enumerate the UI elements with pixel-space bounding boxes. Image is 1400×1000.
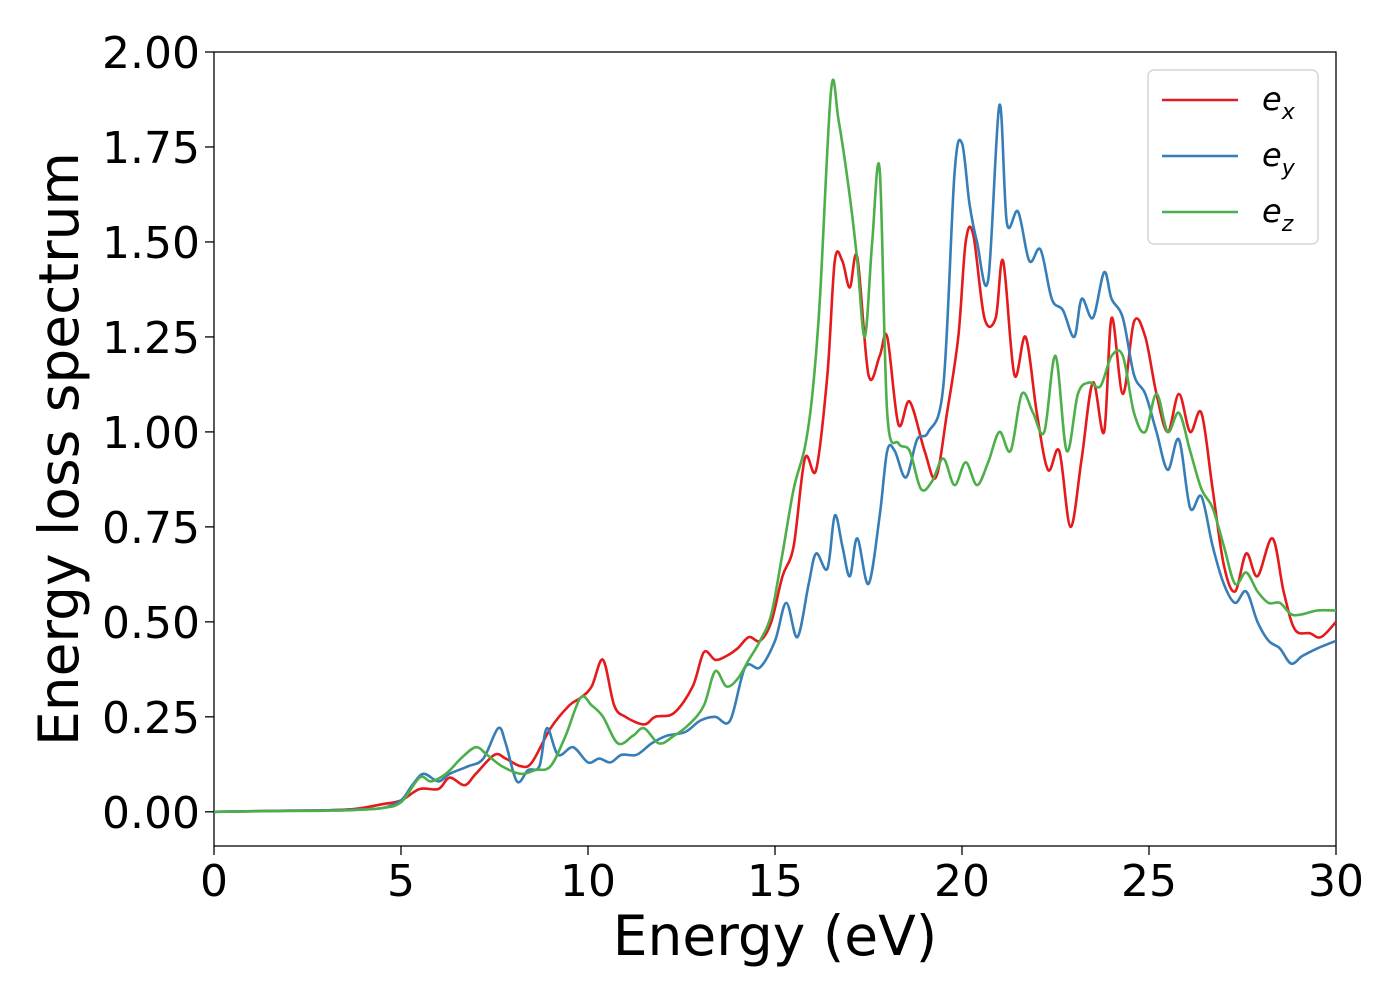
legend-label-subscript: x	[1281, 100, 1296, 125]
legend-label-subscript: z	[1281, 212, 1294, 237]
legend-label: ey	[1262, 136, 1296, 181]
y-tick-label: 0.50	[102, 598, 200, 649]
series-line-e-z	[214, 78, 1336, 814]
y-tick-label: 1.00	[102, 408, 200, 459]
y-axis-title: Energy loss spectrum	[27, 152, 91, 746]
legend-label-subscript: y	[1281, 156, 1296, 181]
x-tick-label: 10	[560, 856, 616, 907]
y-tick-label: 1.50	[102, 218, 200, 269]
series-line-e-x	[214, 225, 1336, 814]
y-axis-ticks: 0.00 0.25 0.50 0.75 1.00 1.25 1.50 1.75 2.00	[102, 28, 214, 839]
x-tick-label: 25	[1121, 856, 1177, 907]
y-tick-label: 0.00	[102, 788, 200, 839]
y-tick-label: 0.75	[102, 503, 200, 554]
x-tick-label: 0	[200, 856, 228, 907]
y-tick-label: 0.25	[102, 693, 200, 744]
legend-label: ex	[1262, 80, 1296, 125]
y-tick-label: 1.25	[102, 313, 200, 364]
x-tick-label: 15	[747, 856, 803, 907]
x-axis-ticks: 0 5 10 15 20 25 30	[200, 846, 1364, 907]
x-tick-label: 5	[387, 856, 415, 907]
y-tick-label: 1.75	[102, 123, 200, 174]
legend-label-base: e	[1262, 80, 1282, 118]
legend-label-base: e	[1262, 136, 1282, 174]
legend-label: ez	[1262, 192, 1294, 237]
x-tick-label: 30	[1308, 856, 1364, 907]
series-line-e-y	[214, 103, 1336, 814]
x-axis-title: Energy (eV)	[613, 904, 937, 968]
y-tick-label: 2.00	[102, 28, 200, 79]
series-lines	[214, 78, 1336, 814]
legend-label-base: e	[1262, 192, 1282, 230]
x-tick-label: 20	[934, 856, 990, 907]
